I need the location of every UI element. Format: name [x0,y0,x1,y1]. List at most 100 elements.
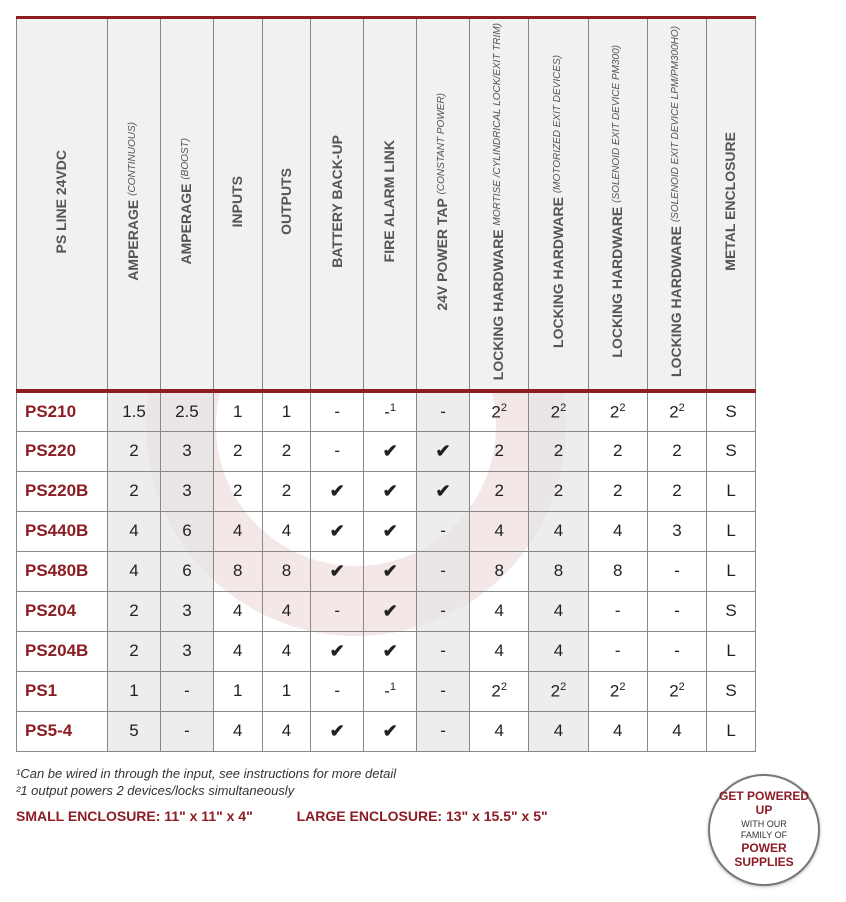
cell-lh_mortise: 2 [470,471,529,511]
cell-lh_lpm: 2 [647,431,706,471]
cell-battery: - [311,391,364,431]
col-header-inputs: INPUTS [213,18,262,392]
cell-tap24v: - [417,671,470,711]
cell-encl: S [707,591,756,631]
cell-amp_cont: 2 [108,631,161,671]
cell-lh_lpm: 22 [647,391,706,431]
cell-tap24v: ✔ [417,471,470,511]
col-header-lh_mortise: LOCKING HARDWARE MORTISE /CYLINDRICAL LO… [470,18,529,392]
cell-fire: ✔ [364,711,417,751]
cell-amp_boost: 3 [160,471,213,511]
cell-lh_pm300: 2 [588,431,647,471]
table-row: PS11-11--1-22222222S [17,671,756,711]
table-row: PS480B4688✔✔-888-L [17,551,756,591]
cell-battery: ✔ [311,631,364,671]
col-label-battery: BATTERY BACK-UP [330,135,345,268]
cell-lh_motor: 2 [529,471,588,511]
badge-mid-2: FAMILY OF [741,830,787,840]
powered-up-badge: GET POWERED UP WITH OUR FAMILY OF POWER … [708,774,820,886]
cell-outputs: 8 [262,551,311,591]
cell-encl: S [707,391,756,431]
col-label-tap24v: 24V POWER TAP (CONSTANT POWER) [435,93,450,311]
table-row: PS5-45-44✔✔-4444L [17,711,756,751]
cell-lh_motor: 4 [529,591,588,631]
cell-encl: L [707,711,756,751]
col-label-inputs: INPUTS [230,176,245,227]
ps-line-spec-table: PS LINE 24VDCAMPERAGE (CONTINUOUS)AMPERA… [16,16,756,752]
cell-lh_motor: 22 [529,671,588,711]
cell-amp_boost: 6 [160,551,213,591]
check-icon: ✔ [330,641,345,661]
col-label-amp_cont: AMPERAGE (CONTINUOUS) [126,122,141,281]
cell-amp_boost: 6 [160,511,213,551]
check-icon: ✔ [383,601,398,621]
cell-outputs: 4 [262,631,311,671]
cell-lh_mortise: 4 [470,591,529,631]
check-icon: ✔ [383,481,398,501]
cell-lh_pm300: 22 [588,671,647,711]
table-row: PS2101.52.511--1-22222222S [17,391,756,431]
cell-amp_boost: 2.5 [160,391,213,431]
cell-lh_pm300: - [588,631,647,671]
cell-outputs: 1 [262,391,311,431]
cell-lh_mortise: 8 [470,551,529,591]
col-header-fire: FIRE ALARM LINK [364,18,417,392]
cell-amp_boost: 3 [160,631,213,671]
small-enclosure-label: SMALL ENCLOSURE: 11" x 11" x 4" [16,808,253,824]
cell-tap24v: ✔ [417,431,470,471]
cell-lh_pm300: - [588,591,647,631]
cell-model: PS220B [17,471,108,511]
cell-inputs: 4 [213,631,262,671]
cell-amp_cont: 5 [108,711,161,751]
table-row: PS440B4644✔✔-4443L [17,511,756,551]
cell-battery: - [311,591,364,631]
cell-lh_lpm: - [647,551,706,591]
cell-inputs: 2 [213,471,262,511]
cell-encl: L [707,471,756,511]
large-enclosure-label: LARGE ENCLOSURE: 13" x 15.5" x 5" [297,808,548,824]
cell-battery: ✔ [311,711,364,751]
cell-encl: L [707,511,756,551]
cell-model: PS440B [17,511,108,551]
footnote-1: ¹Can be wired in through the input, see … [16,766,830,781]
cell-fire: ✔ [364,511,417,551]
cell-outputs: 2 [262,431,311,471]
cell-lh_motor: 4 [529,631,588,671]
cell-model: PS220 [17,431,108,471]
table-container: PS LINE 24VDCAMPERAGE (CONTINUOUS)AMPERA… [16,16,830,752]
cell-lh_motor: 22 [529,391,588,431]
check-icon: ✔ [383,721,398,741]
col-header-model: PS LINE 24VDC [17,18,108,392]
badge-top-text: GET POWERED UP [710,790,818,818]
cell-outputs: 4 [262,591,311,631]
cell-lh_mortise: 4 [470,711,529,751]
col-header-lh_motor: LOCKING HARDWARE (MOTORIZED EXIT DEVICES… [529,18,588,392]
cell-tap24v: - [417,631,470,671]
cell-amp_boost: 3 [160,591,213,631]
check-icon: ✔ [436,441,451,461]
cell-lh_mortise: 4 [470,631,529,671]
check-icon: ✔ [383,561,398,581]
cell-lh_pm300: 2 [588,471,647,511]
cell-lh_pm300: 4 [588,711,647,751]
cell-lh_motor: 4 [529,711,588,751]
col-label-lh_lpm: LOCKING HARDWARE (SOLENOID EXIT DEVICE L… [669,26,684,377]
cell-lh_motor: 2 [529,431,588,471]
footnotes: ¹Can be wired in through the input, see … [16,766,830,824]
cell-amp_boost: - [160,671,213,711]
cell-tap24v: - [417,391,470,431]
badge-mid-1: WITH OUR [741,819,787,829]
cell-model: PS480B [17,551,108,591]
check-icon: ✔ [383,641,398,661]
col-label-model: PS LINE 24VDC [54,150,69,253]
cell-inputs: 4 [213,511,262,551]
footnote-2: ²1 output powers 2 devices/locks simulta… [16,783,830,798]
cell-model: PS5-4 [17,711,108,751]
col-header-amp_cont: AMPERAGE (CONTINUOUS) [108,18,161,392]
table-row: PS220B2322✔✔✔2222L [17,471,756,511]
cell-amp_cont: 2 [108,591,161,631]
cell-outputs: 1 [262,671,311,711]
col-label-lh_pm300: LOCKING HARDWARE (SOLENOID EXIT DEVICE P… [610,45,625,358]
col-label-lh_motor: LOCKING HARDWARE (MOTORIZED EXIT DEVICES… [551,55,566,348]
check-icon: ✔ [383,521,398,541]
